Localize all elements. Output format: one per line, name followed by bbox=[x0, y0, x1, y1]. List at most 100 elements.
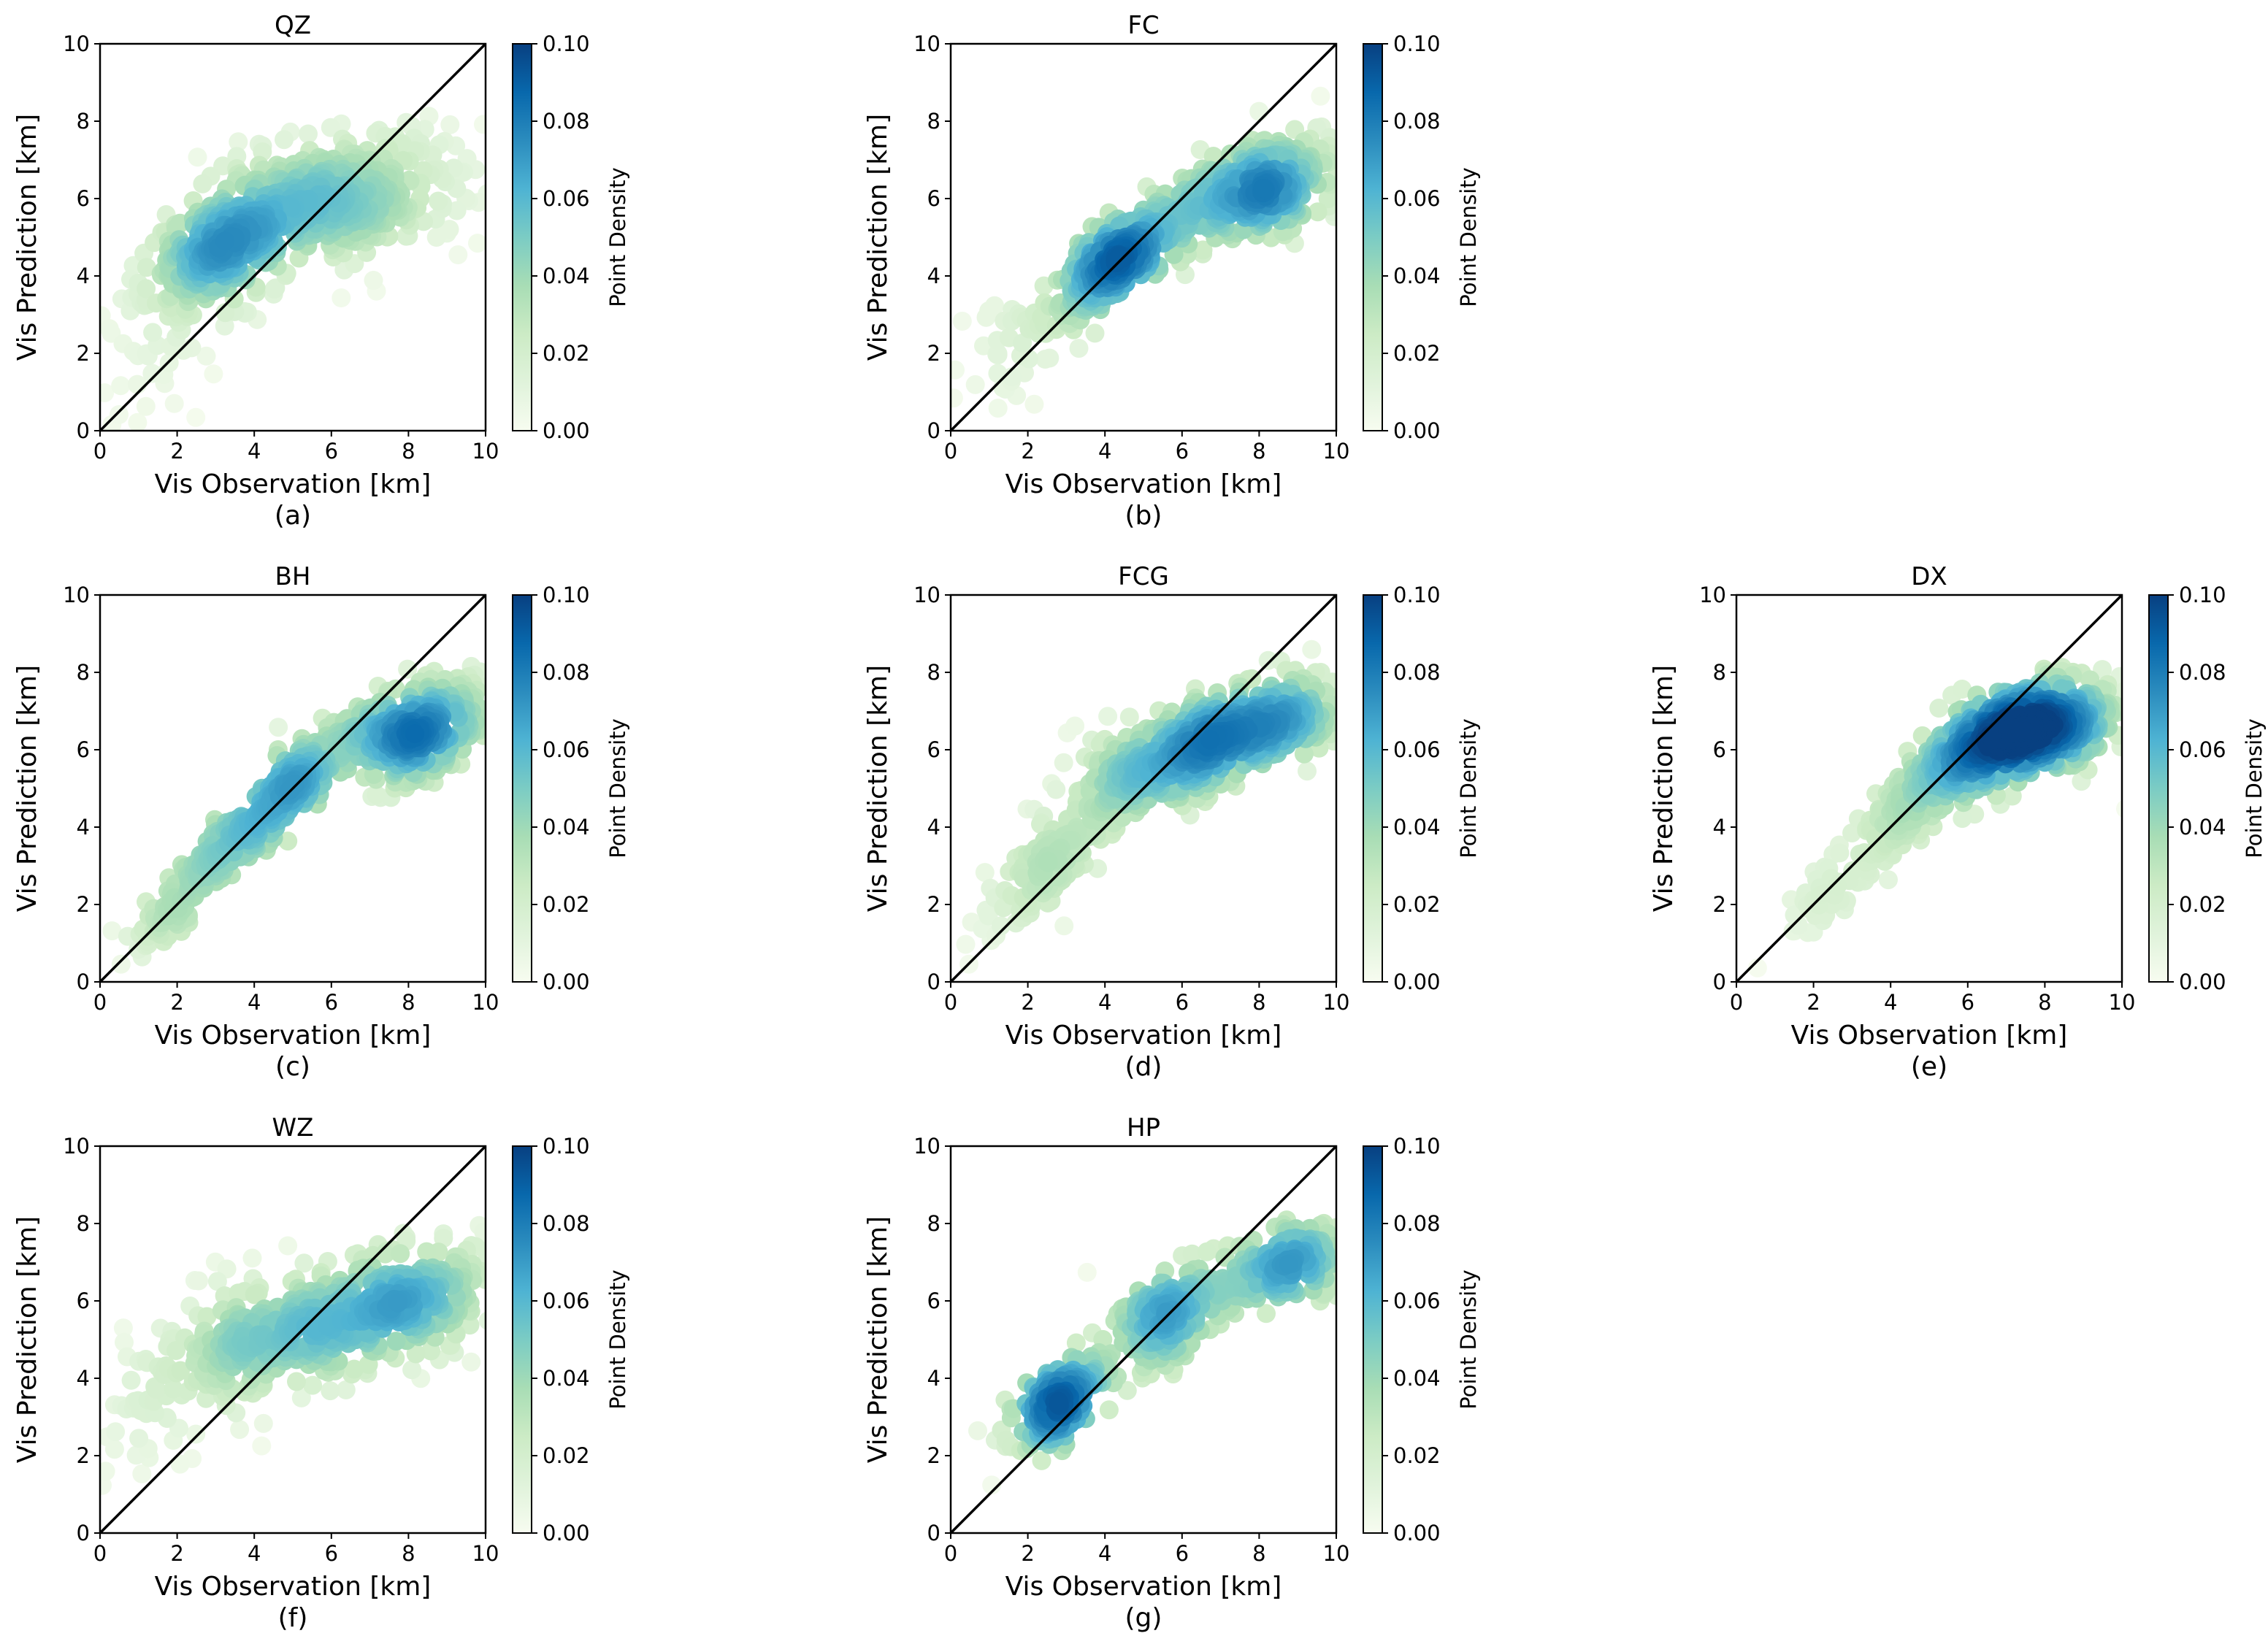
data-point bbox=[129, 1429, 149, 1448]
data-point bbox=[229, 1283, 248, 1303]
y-tick-label: 2 bbox=[927, 1443, 940, 1468]
colorbar-tick-label: 0.02 bbox=[1393, 892, 1441, 917]
x-tick-label: 10 bbox=[2109, 990, 2136, 1015]
colorbar-label: Point Density bbox=[605, 1270, 630, 1409]
colorbar bbox=[2148, 594, 2169, 983]
data-point bbox=[364, 271, 383, 290]
data-point bbox=[486, 198, 505, 217]
reference-line bbox=[99, 1145, 487, 1534]
data-point bbox=[398, 659, 418, 679]
y-tick-label: 0 bbox=[927, 418, 940, 443]
y-tick-label: 10 bbox=[63, 583, 90, 607]
data-point bbox=[951, 388, 963, 408]
y-tick-label: 2 bbox=[927, 892, 940, 917]
colorbar-tick-label: 0.02 bbox=[2179, 892, 2226, 917]
data-point bbox=[1308, 202, 1328, 222]
y-tick-label: 8 bbox=[927, 1211, 940, 1236]
data-point bbox=[417, 1242, 437, 1261]
x-tick-label: 6 bbox=[1961, 990, 1974, 1015]
colorbar-tick-label: 0.04 bbox=[1393, 1366, 1441, 1391]
colorbar bbox=[512, 1145, 532, 1534]
x-tick-label: 6 bbox=[1176, 1541, 1189, 1566]
panel-title: QZ bbox=[275, 11, 311, 40]
colorbar bbox=[1363, 1145, 1383, 1534]
data-point bbox=[386, 1332, 406, 1351]
colorbar-tick-label: 0.06 bbox=[543, 186, 590, 211]
colorbar-tick-label: 0.04 bbox=[543, 1366, 590, 1391]
data-point bbox=[215, 316, 234, 336]
data-point bbox=[375, 1244, 395, 1264]
x-tick-label: 4 bbox=[1098, 990, 1111, 1015]
data-point bbox=[291, 1388, 311, 1407]
data-point bbox=[468, 234, 486, 253]
colorbar-tick-label: 0.02 bbox=[543, 341, 590, 366]
data-point bbox=[245, 1285, 264, 1305]
y-tick-label: 10 bbox=[913, 583, 940, 607]
data-point bbox=[429, 191, 448, 211]
colorbar-tick-label: 0.04 bbox=[543, 815, 590, 840]
colorbar-label: Point Density bbox=[605, 167, 630, 307]
data-point bbox=[275, 130, 294, 150]
data-point bbox=[204, 364, 223, 384]
panel-sublabel: (e) bbox=[1911, 1052, 1947, 1082]
data-point bbox=[278, 1236, 298, 1256]
reference-line bbox=[949, 1145, 1338, 1534]
data-point bbox=[100, 383, 115, 402]
colorbar-tick-label: 0.10 bbox=[1393, 31, 1441, 56]
x-tick-label: 6 bbox=[1176, 439, 1189, 464]
data-point bbox=[1085, 323, 1105, 343]
scatter-points bbox=[1747, 658, 2122, 977]
data-point bbox=[1117, 1380, 1137, 1400]
x-tick-label: 0 bbox=[944, 439, 957, 464]
colorbar-tick-label: 0.10 bbox=[1393, 583, 1441, 607]
data-point bbox=[406, 1344, 426, 1364]
colorbar-tick-label: 0.00 bbox=[543, 969, 590, 994]
x-axis-label: Vis Observation [km] bbox=[155, 1021, 432, 1050]
data-point bbox=[303, 1375, 323, 1395]
data-point bbox=[193, 174, 212, 193]
data-point bbox=[1828, 876, 1847, 896]
data-point bbox=[142, 364, 162, 383]
data-point bbox=[460, 1315, 480, 1335]
y-axis-label: Vis Prediction [km] bbox=[12, 1216, 42, 1463]
colorbar-tick-label: 0.02 bbox=[543, 892, 590, 917]
y-axis-label: Vis Prediction [km] bbox=[12, 665, 42, 912]
colorbar-tick-label: 0.00 bbox=[543, 1521, 590, 1545]
plot-frame bbox=[949, 1145, 1338, 1534]
plot-frame bbox=[1735, 594, 2123, 983]
data-point bbox=[1318, 189, 1336, 209]
colorbar-tick-label: 0.08 bbox=[1393, 660, 1441, 685]
data-point bbox=[1294, 744, 1314, 764]
data-point bbox=[1336, 710, 1355, 729]
data-point bbox=[345, 1359, 364, 1379]
y-tick-label: 10 bbox=[63, 31, 90, 56]
data-point bbox=[1334, 190, 1336, 201]
panel-title: HP bbox=[1127, 1113, 1160, 1142]
colorbar-tick-label: 0.08 bbox=[543, 109, 590, 134]
colorbar-tick-label: 0.04 bbox=[1393, 264, 1441, 288]
data-point bbox=[1311, 86, 1330, 106]
data-point bbox=[1098, 707, 1118, 726]
y-tick-label: 6 bbox=[77, 186, 90, 211]
data-point bbox=[164, 1379, 183, 1399]
data-point bbox=[1253, 179, 1273, 199]
data-point bbox=[405, 724, 425, 744]
data-point bbox=[1106, 250, 1125, 270]
colorbar-label: Point Density bbox=[2242, 718, 2267, 858]
data-point bbox=[991, 916, 1011, 936]
data-point bbox=[1830, 843, 1850, 863]
y-axis-label: Vis Prediction [km] bbox=[863, 665, 893, 912]
colorbar-tick-label: 0.08 bbox=[1393, 1211, 1441, 1236]
data-point bbox=[171, 1361, 191, 1380]
x-axis-label: Vis Observation [km] bbox=[1005, 1021, 1282, 1050]
data-point bbox=[215, 231, 235, 251]
y-tick-label: 0 bbox=[1713, 969, 1726, 994]
data-point bbox=[299, 124, 318, 144]
colorbar-tick-label: 0.00 bbox=[1393, 418, 1441, 443]
y-tick-label: 10 bbox=[913, 31, 940, 56]
data-point bbox=[1197, 1242, 1217, 1261]
x-tick-label: 2 bbox=[170, 439, 183, 464]
data-point bbox=[478, 1311, 486, 1330]
data-point bbox=[988, 399, 1008, 418]
y-tick-label: 10 bbox=[1699, 583, 1726, 607]
